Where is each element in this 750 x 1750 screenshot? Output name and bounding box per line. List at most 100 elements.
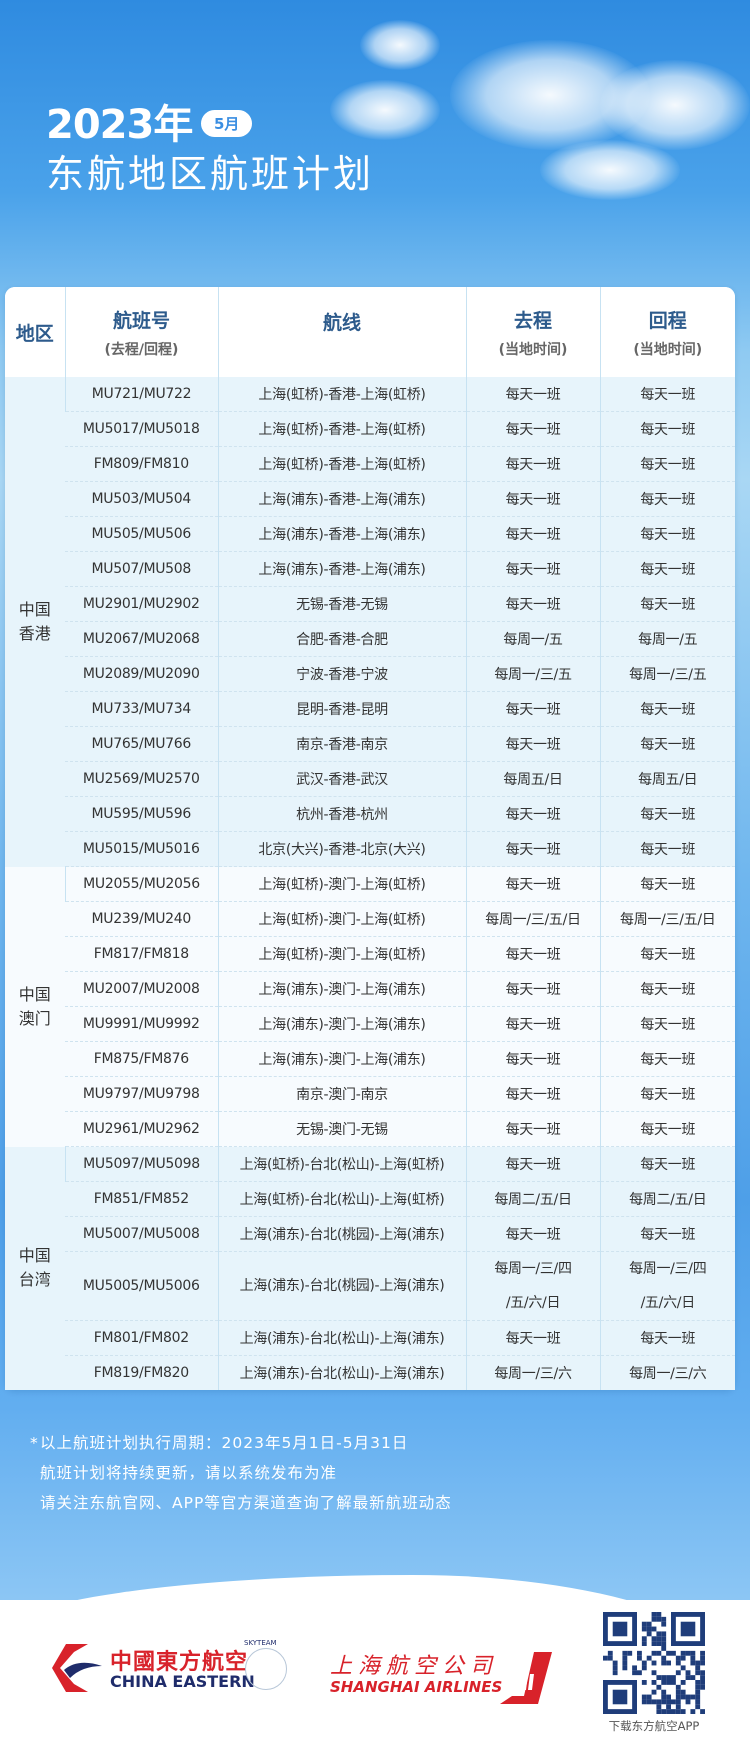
route-cell: 上海(浦东)-香港-上海(浦东) [217, 516, 466, 552]
outbound-cell: 每天一班 [465, 1006, 600, 1042]
header-label: 地区 [15, 322, 54, 345]
route-cell: 上海(虹桥)-香港-上海(虹桥) [217, 446, 466, 482]
return-cell: 每周一/五 [599, 621, 735, 657]
table-row: MU239/MU240 上海(虹桥)-澳门-上海(虹桥) 每周一/三/五/日 每周一/… [5, 901, 735, 937]
outbound-cell: 每天一班 [465, 936, 600, 972]
return-cell: 每天一班 [599, 866, 735, 902]
shanghai-airlines-tail-icon [500, 1652, 552, 1704]
column-header-route: 航线. [217, 287, 466, 377]
table-row: MU5017/MU5018 上海(虹桥)-香港-上海(虹桥) 每天一班 每天一班 [5, 411, 735, 447]
china-eastern-swallow-icon [52, 1644, 102, 1692]
header-label: 航班号 [112, 309, 170, 332]
table-row: MU9991/MU9992 上海(浦东)-澳门-上海(浦东) 每天一班 每天一班 [5, 1006, 735, 1042]
table-row: MU765/MU766 南京-香港-南京 每天一班 每天一班 [5, 726, 735, 762]
table-row: 中国 澳门 MU2055/MU2056 上海(虹桥)-澳门-上海(虹桥) 每天一班 每天… [5, 866, 735, 1147]
outbound-cell: 每天一班 [465, 411, 600, 447]
region-cell: 中国 澳门 [5, 866, 65, 1147]
header-sublabel: (当地时间) [498, 341, 568, 358]
route-cell: 武汉-香港-武汉 [217, 761, 466, 797]
table-header-row: 地区 航班号 (去程/回程) 航线. 去程 (当地时间) 回程 (当地时间) [5, 287, 735, 377]
flight-cell: MU765/MU766 [65, 726, 218, 762]
flight-cell: MU5017/MU5018 [65, 411, 218, 447]
outbound-cell: 每天一班 [465, 1076, 600, 1112]
return-cell: 每天一班 [599, 411, 735, 447]
flight-schedule-table: 地区 航班号 (去程/回程) 航线. 去程 (当地时间) 回程 (当地时间) 中国 香… [5, 287, 735, 1390]
column-header-outbound: 去程 (当地时间) [465, 287, 600, 377]
flight-cell: MU239/MU240 [65, 901, 218, 937]
table-row: MU5005/MU5006 上海(浦东)-台北(桃园)-上海(浦东) 每周一/三/四… [5, 1251, 735, 1321]
table-row: FM817/FM818 上海(虹桥)-澳门-上海(虹桥) 每天一班 每天一班 [5, 936, 735, 972]
outbound-cell: 每天一班 [465, 516, 600, 552]
page-title: 东航地区航班计划 [46, 152, 375, 196]
outbound-cell: 每天一班 [465, 377, 600, 412]
flight-cell: MU5005/MU5006 [65, 1251, 218, 1321]
table-row: MU2961/MU2962 无锡-澳门-无锡 每天一班 每天一班 [5, 1111, 735, 1147]
return-cell: 每天一班 [599, 377, 735, 412]
return-cell: 每天一班 [599, 1320, 735, 1356]
qr-code[interactable] [603, 1612, 705, 1714]
outbound-cell: 每天一班 [465, 831, 600, 867]
table-row: MU9797/MU9798 南京-澳门-南京 每天一班 每天一班 [5, 1076, 735, 1112]
route-cell: 上海(浦东)-台北(松山)-上海(浦东) [217, 1320, 466, 1356]
route-cell: 昆明-香港-昆明 [217, 691, 466, 727]
column-header-return: 回程 (当地时间) [599, 287, 735, 377]
outbound-cell: 每天一班 [465, 1320, 600, 1356]
return-cell: 每天一班 [599, 481, 735, 517]
shanghai-airlines-en: SHANGHAI AIRLINES [330, 1678, 503, 1696]
route-cell: 南京-香港-南京 [217, 726, 466, 762]
skyteam-logo: SKYTEAM [244, 1639, 287, 1690]
route-cell: 上海(浦东)-澳门-上海(浦东) [217, 971, 466, 1007]
return-cell: 每天一班 [599, 936, 735, 972]
return-cell: 每天一班 [599, 691, 735, 727]
return-cell: 每天一班 [599, 971, 735, 1007]
route-cell: 无锡-澳门-无锡 [217, 1111, 466, 1147]
return-cell: 每天一班 [599, 1041, 735, 1077]
column-header-region: 地区 [5, 287, 65, 377]
table-row: MU2901/MU2902 无锡-香港-无锡 每天一班 每天一班 [5, 586, 735, 622]
flight-cell: MU2961/MU2962 [65, 1111, 218, 1147]
qr-caption: 下载东方航空APP [608, 1719, 700, 1733]
flight-cell: MU2569/MU2570 [65, 761, 218, 797]
header-label: 去程 [513, 309, 552, 332]
header-label: 航线 [322, 311, 361, 334]
flight-cell: MU9797/MU9798 [65, 1076, 218, 1112]
region-cell: 中国 香港 [5, 377, 65, 867]
route-cell: 上海(虹桥)-澳门-上海(虹桥) [217, 901, 466, 937]
return-cell: 每天一班 [599, 551, 735, 587]
flight-cell: FM851/FM852 [65, 1181, 218, 1217]
cloud [330, 80, 440, 140]
route-cell: 上海(虹桥)-澳门-上海(虹桥) [217, 866, 466, 902]
skyteam-text: SKYTEAM [244, 1639, 277, 1647]
route-cell: 上海(虹桥)-澳门-上海(虹桥) [217, 936, 466, 972]
return-cell: 每天一班 [599, 586, 735, 622]
cloud [540, 140, 680, 200]
route-cell: 上海(虹桥)-香港-上海(虹桥) [217, 377, 466, 412]
flight-cell: MU5007/MU5008 [65, 1216, 218, 1252]
flight-cell: MU5097/MU5098 [64, 1146, 218, 1182]
table-row: FM851/FM852 上海(虹桥)-台北(松山)-上海(虹桥) 每周二/五/日 每周… [5, 1181, 735, 1217]
return-cell: 每天一班 [599, 446, 735, 482]
return-cell: 每天一班 [599, 1111, 735, 1147]
return-cell: 每天一班 [599, 1006, 735, 1042]
table-row: FM809/FM810 上海(虹桥)-香港-上海(虹桥) 每天一班 每天一班 [5, 446, 735, 482]
table-row: 中国 香港 MU721/MU722 上海(虹桥)-香港-上海(虹桥) 每天一班 每天一班 [5, 377, 735, 867]
flight-cell: FM809/FM810 [65, 446, 218, 482]
flight-cell: MU507/MU508 [65, 551, 218, 587]
header-label: 回程 [648, 309, 687, 332]
return-cell: 每天一班 [599, 1076, 735, 1112]
outbound-cell: 每天一班 [465, 551, 600, 587]
table-row: MU733/MU734 昆明-香港-昆明 每天一班 每天一班 [5, 691, 735, 727]
route-cell: 上海(浦东)-台北(桃园)-上海(浦东) [217, 1216, 466, 1252]
flight-cell: MU595/MU596 [65, 796, 218, 832]
route-cell: 杭州-香港-杭州 [217, 796, 466, 832]
table-row: FM819/FM820 上海(浦东)-台北(松山)-上海(浦东) 每周一/三/六 每周… [5, 1355, 735, 1390]
cloud [360, 20, 440, 70]
return-cell: 每周一/三/五/日 [599, 901, 735, 937]
return-cell: 每天一班 [599, 1216, 735, 1252]
route-cell: 上海(虹桥)-台北(松山)-上海(虹桥) [217, 1181, 466, 1217]
flight-cell: MU2055/MU2056 [64, 866, 218, 902]
table-row: MU507/MU508 上海(浦东)-香港-上海(浦东) 每天一班 每天一班 [5, 551, 735, 587]
outbound-cell: 每天一班 [465, 1216, 600, 1252]
china-eastern-en: CHINA EASTERN [110, 1672, 255, 1691]
header-sublabel: (去程/回程) [104, 341, 179, 358]
